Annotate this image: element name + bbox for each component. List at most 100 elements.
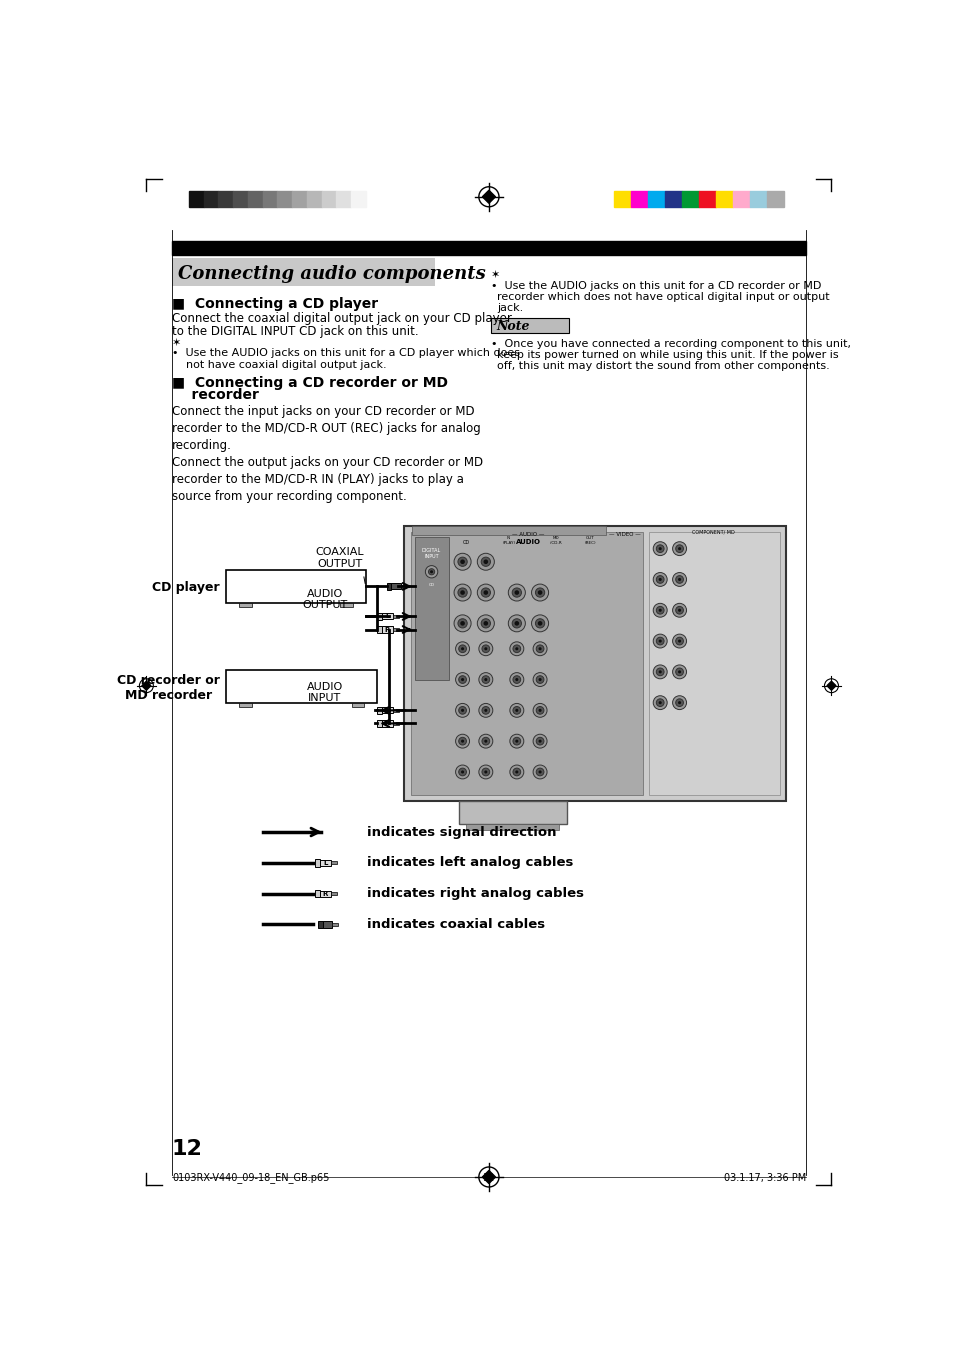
Circle shape <box>481 676 489 684</box>
Text: IN
(PLAY): IN (PLAY) <box>502 536 516 544</box>
Circle shape <box>457 588 467 597</box>
Bar <box>172 258 435 286</box>
Text: Connect the input jacks on your CD recorder or MD
recorder to the MD/CD-R OUT (R: Connect the input jacks on your CD recor… <box>172 405 482 503</box>
Circle shape <box>480 619 490 628</box>
Circle shape <box>484 739 487 743</box>
Text: R: R <box>322 890 328 897</box>
Circle shape <box>658 670 661 673</box>
Circle shape <box>514 621 518 626</box>
Circle shape <box>459 621 464 626</box>
Circle shape <box>458 769 466 775</box>
Circle shape <box>656 667 663 676</box>
Circle shape <box>675 607 682 615</box>
Circle shape <box>675 667 682 676</box>
Circle shape <box>476 615 494 632</box>
Circle shape <box>481 707 489 715</box>
Circle shape <box>533 673 546 686</box>
Text: ■  Connecting a CD recorder or MD: ■ Connecting a CD recorder or MD <box>172 376 448 390</box>
Text: •  Use the AUDIO jacks on this unit for a CD player which does
    not have coax: • Use the AUDIO jacks on this unit for a… <box>172 349 519 370</box>
Circle shape <box>478 734 493 748</box>
Circle shape <box>658 701 661 704</box>
Text: L: L <box>385 708 389 713</box>
Text: L: L <box>323 859 327 866</box>
Circle shape <box>678 670 680 673</box>
Circle shape <box>458 644 466 653</box>
Text: •  Use the AUDIO jacks on this unit for a CD recorder or MD: • Use the AUDIO jacks on this unit for a… <box>491 281 821 292</box>
Text: AUDIO
OUTPUT: AUDIO OUTPUT <box>302 589 347 611</box>
Circle shape <box>458 738 466 744</box>
Circle shape <box>515 678 517 681</box>
Circle shape <box>513 707 520 715</box>
Text: CD recorder or
MD recorder: CD recorder or MD recorder <box>117 674 220 703</box>
Bar <box>335 192 351 207</box>
Circle shape <box>478 673 493 686</box>
Circle shape <box>533 734 546 748</box>
Circle shape <box>672 573 686 586</box>
Bar <box>415 538 449 680</box>
Circle shape <box>678 609 680 612</box>
Text: keep its power turned on while using this unit. If the power is: keep its power turned on while using thi… <box>497 350 839 359</box>
Circle shape <box>513 769 520 775</box>
Circle shape <box>478 642 493 655</box>
Circle shape <box>658 639 661 643</box>
Bar <box>664 192 681 207</box>
Circle shape <box>515 770 517 774</box>
Circle shape <box>425 566 437 578</box>
Bar <box>172 240 805 254</box>
Bar <box>381 627 393 632</box>
Text: AUDIO: AUDIO <box>516 539 540 546</box>
Circle shape <box>457 557 467 566</box>
Circle shape <box>678 701 680 704</box>
Circle shape <box>483 621 488 626</box>
Bar <box>393 721 398 725</box>
Polygon shape <box>142 681 151 690</box>
Bar <box>321 192 335 207</box>
Bar <box>318 920 323 928</box>
Circle shape <box>456 734 469 748</box>
Bar <box>412 526 605 535</box>
Circle shape <box>653 634 666 648</box>
Text: L: L <box>385 613 389 619</box>
Circle shape <box>428 569 435 574</box>
Circle shape <box>460 709 464 712</box>
Circle shape <box>454 554 471 570</box>
Circle shape <box>656 576 663 584</box>
Circle shape <box>675 638 682 644</box>
Circle shape <box>478 704 493 717</box>
Circle shape <box>672 665 686 678</box>
Circle shape <box>460 770 464 774</box>
Text: OUT
(REC): OUT (REC) <box>584 536 596 544</box>
Text: 03.1.17, 3:36 PM: 03.1.17, 3:36 PM <box>723 1173 805 1183</box>
Bar <box>332 923 337 925</box>
Circle shape <box>536 644 543 653</box>
Circle shape <box>533 704 546 717</box>
Circle shape <box>537 709 541 712</box>
Circle shape <box>675 698 682 707</box>
Bar <box>749 192 766 207</box>
Circle shape <box>456 673 469 686</box>
Circle shape <box>678 578 680 581</box>
Circle shape <box>536 676 543 684</box>
Text: Connect the coaxial digital output jack on your CD player: Connect the coaxial digital output jack … <box>172 312 512 326</box>
Circle shape <box>458 707 466 715</box>
Circle shape <box>459 559 464 565</box>
Circle shape <box>656 607 663 615</box>
Circle shape <box>537 621 542 626</box>
Bar <box>331 892 336 896</box>
Circle shape <box>456 704 469 717</box>
Bar <box>699 192 716 207</box>
Text: jack.: jack. <box>497 303 523 313</box>
Bar <box>648 532 779 794</box>
Bar <box>340 604 353 607</box>
Text: ■  Connecting a CD player: ■ Connecting a CD player <box>172 297 377 311</box>
Text: 12: 12 <box>482 1173 495 1183</box>
Bar <box>292 192 307 207</box>
Bar <box>377 626 381 634</box>
Circle shape <box>513 738 520 744</box>
Text: R: R <box>384 720 390 727</box>
Polygon shape <box>482 1170 495 1183</box>
Circle shape <box>457 619 467 628</box>
Circle shape <box>514 590 518 594</box>
Circle shape <box>678 547 680 550</box>
Circle shape <box>537 678 541 681</box>
